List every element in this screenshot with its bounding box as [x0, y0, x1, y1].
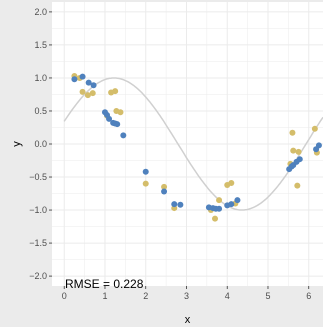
grid-lines: [52, 2, 323, 286]
observed-point: [295, 148, 302, 155]
observed-point: [212, 215, 219, 222]
y-tick-label: 2.0: [34, 7, 47, 17]
predicted-point: [114, 121, 121, 128]
predicted-points: [71, 73, 322, 212]
observed-point: [228, 179, 235, 186]
predicted-point: [161, 188, 168, 195]
predicted-point: [71, 76, 78, 83]
observed-point: [294, 182, 301, 189]
x-tick-label: 4: [225, 291, 230, 301]
predicted-point: [171, 201, 178, 208]
x-tick-label: 5: [265, 291, 270, 301]
x-tick-label: 0: [62, 291, 67, 301]
y-tick-label: 1.0: [34, 73, 47, 83]
x-tick-label: 6: [306, 291, 311, 301]
y-tick-label: 0.5: [34, 106, 47, 116]
observed-point: [311, 125, 318, 132]
predicted-point: [79, 73, 86, 80]
true-function-curve: [63, 77, 323, 211]
y-axis-ticks: −2.0 −1.5 −1.0 −0.5 0.0 0.5 1.0 1.5 2.0: [29, 7, 52, 281]
predicted-point: [228, 201, 235, 208]
y-tick-label: −1.0: [29, 205, 47, 215]
observed-point: [117, 109, 124, 116]
observed-point: [161, 183, 168, 190]
observed-point: [112, 88, 119, 95]
predicted-point: [296, 156, 303, 163]
y-axis-title: y: [11, 141, 23, 147]
observed-point: [289, 129, 296, 136]
predicted-point: [85, 79, 92, 86]
predicted-point: [234, 197, 241, 204]
observed-point: [89, 90, 96, 97]
predicted-point: [177, 201, 184, 208]
y-tick-label: −1.5: [29, 238, 47, 248]
y-tick-label: −2.0: [29, 271, 47, 281]
predicted-point: [142, 168, 149, 175]
x-tick-label: 2: [143, 291, 148, 301]
predicted-point: [315, 142, 322, 149]
x-axis-title: x: [185, 314, 191, 326]
observed-point: [142, 180, 149, 187]
y-tick-label: 0.0: [34, 139, 47, 149]
predicted-point: [216, 205, 223, 212]
y-tick-label: −0.5: [29, 172, 47, 182]
predicted-point: [120, 132, 127, 139]
y-tick-label: 1.5: [34, 40, 47, 50]
observed-point: [84, 92, 91, 99]
observed-point: [216, 197, 223, 204]
x-axis-ticks: 0 1 2 3 4 5 6: [62, 286, 311, 301]
predicted-point: [90, 82, 97, 89]
observed-point: [290, 147, 297, 154]
predicted-point: [106, 115, 113, 122]
x-tick-label: 1: [102, 291, 107, 301]
rmse-annotation: RMSE = 0.228: [65, 277, 144, 291]
observed-point: [79, 88, 86, 95]
x-tick-label: 3: [184, 291, 189, 301]
